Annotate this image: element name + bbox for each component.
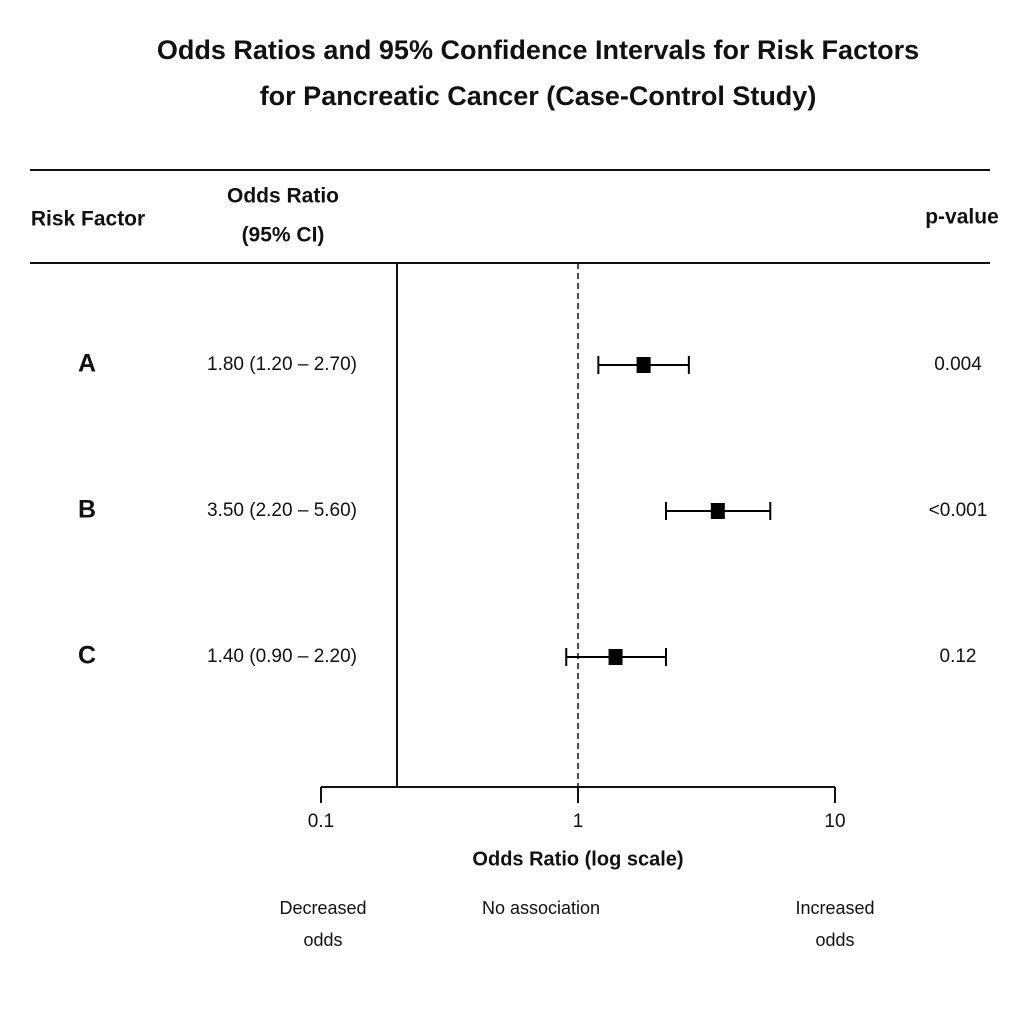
p-value: 0.12 bbox=[940, 646, 977, 667]
odds-ratio-label: 1.80 (1.20 – 2.70) bbox=[207, 354, 357, 375]
risk-factor: C bbox=[78, 642, 96, 670]
point-estimate bbox=[608, 649, 623, 665]
point-estimate bbox=[636, 357, 651, 373]
chart-title: for Pancreatic Cancer (Case-Control Stud… bbox=[260, 81, 817, 111]
odds-ratio-label: 1.40 (0.90 – 2.20) bbox=[207, 646, 357, 667]
point-estimate bbox=[710, 503, 725, 519]
x-tick-label: 0.1 bbox=[308, 811, 334, 832]
column-header: Odds Ratio bbox=[227, 185, 339, 208]
annotation: Increased bbox=[795, 898, 874, 918]
risk-factor: B bbox=[78, 496, 96, 524]
x-tick-label: 10 bbox=[824, 811, 845, 832]
x-tick-label: 1 bbox=[573, 811, 584, 832]
annotation: odds bbox=[303, 930, 342, 950]
p-value: <0.001 bbox=[929, 500, 988, 521]
chart-title: Odds Ratios and 95% Confidence Intervals… bbox=[157, 35, 919, 65]
x-axis-label: Odds Ratio (log scale) bbox=[472, 848, 683, 870]
odds-ratio-label: 3.50 (2.20 – 5.60) bbox=[207, 500, 357, 521]
risk-factor: A bbox=[78, 350, 96, 378]
annotation: No association bbox=[482, 898, 600, 918]
p-value: 0.004 bbox=[934, 354, 982, 375]
annotation: Decreased bbox=[279, 898, 366, 918]
annotation: odds bbox=[815, 930, 854, 950]
column-header: Risk Factor bbox=[31, 208, 145, 231]
column-header: p-value bbox=[925, 206, 999, 229]
column-header: (95% CI) bbox=[242, 224, 325, 247]
